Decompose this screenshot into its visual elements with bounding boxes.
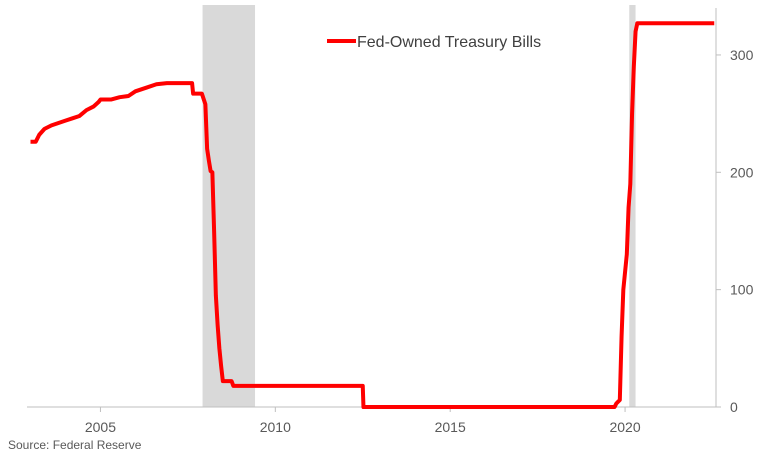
y-tick-label-100: 100 <box>730 282 754 298</box>
y-tick-label-300: 300 <box>730 47 754 63</box>
x-tick-label-2020: 2020 <box>609 419 640 435</box>
x-ticks: 2005 2010 2015 2020 <box>85 407 641 435</box>
y-tick-label-200: 200 <box>730 164 754 180</box>
source-note: Source: Federal Reserve <box>8 438 142 452</box>
recession-bands <box>202 5 636 407</box>
series-line-1 <box>30 21 715 409</box>
axes <box>27 8 717 408</box>
legend: Fed-Owned Treasury Bills <box>327 34 541 51</box>
x-tick-label-2015: 2015 <box>435 419 466 435</box>
x-tick-label-2010: 2010 <box>260 419 291 435</box>
y-ticks: 0 100 200 300 <box>716 47 754 415</box>
series <box>30 21 715 409</box>
y-tick-label-0: 0 <box>730 399 738 415</box>
recession-band-2 <box>629 5 636 407</box>
legend-label: Fed-Owned Treasury Bills <box>357 34 541 51</box>
x-tick-label-2005: 2005 <box>85 419 116 435</box>
recession-band-1 <box>202 5 256 407</box>
